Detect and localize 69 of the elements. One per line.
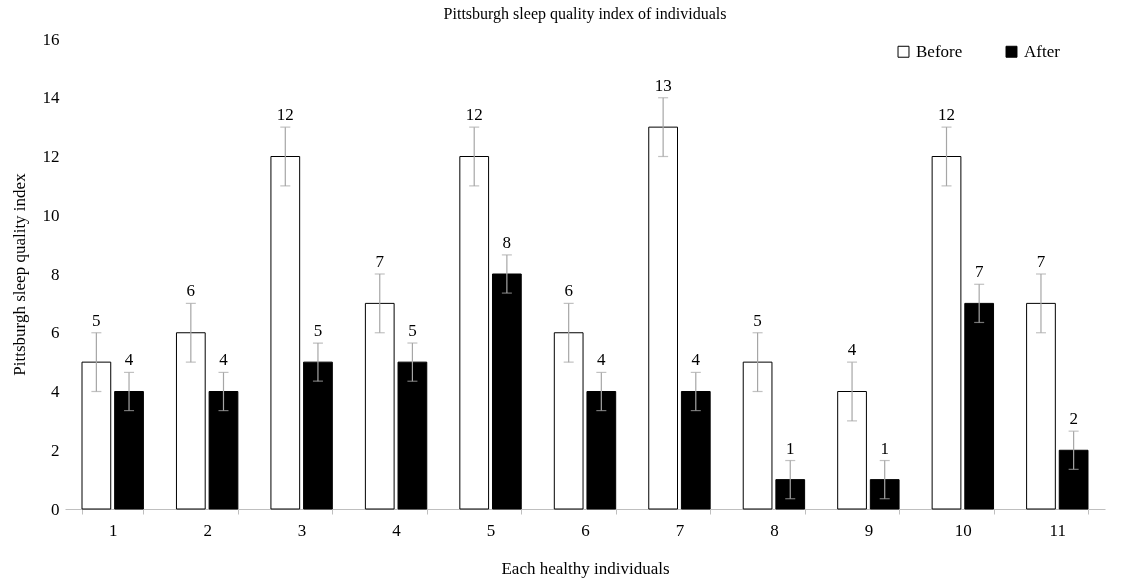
- bar: [270, 156, 301, 510]
- x-tick-label: 8: [770, 520, 779, 540]
- bar: [364, 302, 395, 510]
- bar: [553, 332, 584, 510]
- bar: [742, 361, 773, 510]
- x-tick-label: 4: [392, 520, 402, 540]
- bar: [931, 156, 962, 510]
- bar: [1026, 302, 1056, 510]
- data-label: 1: [880, 438, 889, 458]
- data-label: 4: [847, 340, 857, 360]
- bar: [648, 126, 678, 510]
- y-tick-label: 10: [42, 205, 60, 225]
- x-axis-title: Each healthy individuals: [501, 558, 670, 578]
- bar: [459, 156, 490, 510]
- y-tick-label: 12: [42, 147, 60, 166]
- data-label: 7: [375, 252, 385, 271]
- data-label: 2: [1069, 409, 1078, 429]
- x-tick-label: 3: [297, 520, 307, 540]
- bar: [586, 391, 617, 510]
- bar: [837, 391, 867, 510]
- data-label: 5: [92, 310, 101, 330]
- y-tick-label: 2: [51, 440, 60, 460]
- data-label: 13: [654, 75, 672, 95]
- x-tick-label: 1: [108, 520, 118, 540]
- data-label: 1: [786, 438, 795, 458]
- x-tick-label: 10: [954, 520, 972, 540]
- data-label: 5: [753, 310, 762, 330]
- bar: [869, 479, 900, 510]
- bar: [208, 391, 239, 510]
- x-tick-label: 9: [864, 520, 874, 540]
- bar: [114, 391, 144, 510]
- bar: [397, 361, 428, 510]
- y-tick-label: 4: [51, 382, 60, 401]
- x-tick-label: 5: [486, 520, 496, 540]
- data-label: 12: [465, 105, 483, 125]
- data-label: 12: [938, 105, 956, 125]
- y-tick-label: 16: [42, 29, 60, 49]
- data-label: 5: [408, 321, 417, 341]
- data-label: 6: [186, 281, 196, 301]
- data-label: 4: [597, 350, 607, 370]
- data-label: 6: [564, 281, 573, 301]
- chart-title: Pittsburgh sleep quality index of individuals: [443, 5, 727, 23]
- y-tick-label: 6: [51, 323, 60, 343]
- y-axis-title: Pittsburgh sleep quality index: [9, 172, 29, 376]
- bar: [680, 391, 711, 510]
- bar: [964, 302, 995, 510]
- bar: [775, 479, 806, 510]
- x-tick-label: 6: [581, 520, 590, 540]
- bar: [81, 361, 112, 510]
- data-label: 4: [219, 350, 229, 370]
- y-tick-label: 8: [51, 264, 60, 284]
- data-label: 7: [974, 262, 984, 282]
- data-label: 4: [691, 350, 701, 370]
- data-label: 12: [276, 105, 294, 125]
- data-label: 8: [502, 232, 512, 252]
- legend-label: Before: [916, 41, 963, 61]
- legend-label: After: [1024, 41, 1061, 61]
- y-tick-label: 14: [42, 88, 60, 108]
- x-tick-label: 2: [203, 520, 212, 540]
- data-label: 5: [313, 321, 323, 341]
- data-label: 7: [1036, 252, 1046, 271]
- x-tick-label: 7: [675, 520, 685, 540]
- bar: [1058, 449, 1089, 510]
- x-tick-label: 11: [1049, 520, 1066, 540]
- y-tick-label: 0: [51, 499, 60, 519]
- data-label: 4: [124, 350, 134, 370]
- bar: [175, 332, 206, 510]
- bar: [492, 273, 522, 510]
- bar: [303, 361, 333, 510]
